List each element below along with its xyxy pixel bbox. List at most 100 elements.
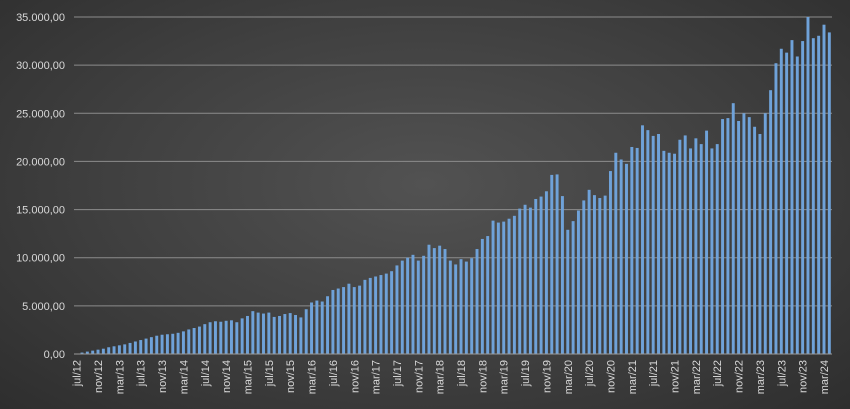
bar-fev-17 — [368, 277, 372, 354]
bar-mar-24 — [822, 24, 826, 354]
bar-set-15 — [278, 315, 281, 354]
bar-set-17 — [406, 257, 410, 354]
bar-mar-14 — [181, 331, 185, 354]
bar-jul-20 — [587, 189, 591, 354]
y-axis-tick-labels: 0,00 5.000,00 10.000,00 15.000,00 20.000,00 2… — [16, 12, 65, 361]
bar-dez-14 — [230, 320, 233, 354]
bar-out-13 — [155, 335, 159, 354]
bar-set-19 — [534, 198, 538, 354]
x-tick-label: jul/13 — [136, 360, 148, 387]
bar-abr-17 — [379, 275, 383, 354]
bar-mai-21 — [641, 125, 644, 354]
bar-fev-23 — [753, 126, 757, 355]
bar-jan-20 — [555, 174, 559, 354]
bar-jul-23 — [779, 48, 783, 355]
x-tick-label: mar/18 — [435, 360, 447, 394]
y-tick-label: 20.000,00 — [16, 156, 65, 168]
bar-ago-23 — [785, 52, 789, 354]
bar-abr-19 — [507, 218, 511, 354]
bar-ago-22 — [721, 119, 725, 354]
bar-jan-22 — [683, 135, 687, 354]
bar-dez-15 — [294, 315, 297, 354]
bar-mai-15 — [256, 312, 260, 354]
bar-ago-12 — [80, 352, 84, 354]
bar-jul-16 — [331, 289, 335, 354]
y-tick-label: 30.000,00 — [16, 60, 65, 72]
x-tick-label: nov/13 — [157, 360, 169, 393]
bar-mar-16 — [310, 302, 314, 354]
bar-out-23 — [795, 56, 799, 354]
bar-jan-15 — [235, 322, 239, 354]
bar-jun-18 — [454, 264, 458, 354]
bar-dez-22 — [742, 113, 746, 354]
bar-fev-19 — [496, 222, 500, 354]
bar-fev-18 — [432, 248, 436, 354]
bar-jul-19 — [523, 204, 527, 354]
bars — [75, 17, 831, 355]
bar-nov-23 — [801, 41, 805, 354]
bar-out-14 — [219, 321, 223, 354]
bar-ago-20 — [592, 195, 596, 354]
bar-jul-18 — [459, 259, 463, 354]
bar-set-14 — [213, 321, 217, 354]
bar-mar-19 — [502, 221, 506, 354]
bar-mar-15 — [246, 315, 249, 354]
bar-mai-14 — [192, 328, 196, 354]
bar-mar-18 — [438, 245, 442, 354]
bar-mar-22 — [694, 138, 698, 354]
bar-set-18 — [470, 258, 474, 354]
bar-jan-17 — [363, 279, 367, 354]
x-tick-label: jul/22 — [712, 360, 724, 387]
bar-jan-19 — [491, 220, 495, 354]
bar-mai-17 — [384, 273, 388, 354]
bar-nov-16 — [352, 287, 356, 354]
x-tick-label: nov/17 — [413, 360, 425, 393]
bar-mar-17 — [374, 276, 378, 354]
bar-fev-13 — [112, 346, 116, 354]
bar-ago-15 — [272, 316, 276, 354]
bar-jun-19 — [518, 208, 522, 354]
bar-ago-18 — [464, 261, 468, 354]
bar-ago-17 — [400, 260, 404, 354]
bar-fev-15 — [240, 318, 244, 354]
bar-nov-17 — [416, 260, 420, 354]
bar-mai-23 — [769, 90, 773, 355]
bar-jun-16 — [326, 296, 330, 354]
bar-set-20 — [598, 198, 602, 354]
bar-mar-21 — [630, 146, 634, 354]
bar-ago-21 — [657, 133, 660, 354]
x-tick-label: nov/14 — [221, 360, 233, 393]
x-tick-label: mar/23 — [755, 360, 767, 394]
bar-jan-18 — [427, 244, 431, 354]
bar-out-18 — [475, 249, 479, 354]
bar-mai-16 — [320, 301, 324, 354]
bar-set-16 — [342, 287, 346, 354]
bar-mar-20 — [566, 229, 570, 354]
bar-dez-13 — [165, 334, 169, 354]
bar-nov-22 — [737, 120, 741, 355]
bar-out-22 — [731, 103, 735, 355]
bar-jun-14 — [197, 326, 201, 354]
bar-mai-18 — [448, 260, 452, 354]
bar-out-17 — [411, 254, 415, 354]
bar-set-13 — [149, 337, 153, 354]
bar-nov-14 — [224, 320, 228, 354]
bar-ago-19 — [528, 207, 532, 354]
x-tick-label: jul/12 — [72, 360, 84, 387]
bar-jul-21 — [651, 135, 655, 354]
gridlines — [74, 16, 832, 307]
bar-jun-23 — [774, 63, 778, 354]
y-tick-label: 35.000,00 — [16, 12, 65, 24]
bar-out-12 — [91, 350, 95, 354]
bar-abr-18 — [443, 249, 447, 354]
bar-jun-20 — [582, 200, 586, 354]
x-tick-label: mar/21 — [627, 360, 639, 394]
x-tick-label: jul/23 — [776, 360, 788, 387]
bar-jul-17 — [395, 265, 399, 354]
bar-jan-23 — [747, 117, 751, 354]
bar-fev-21 — [625, 163, 628, 354]
bar-jul-13 — [139, 340, 143, 354]
x-tick-label: mar/20 — [563, 360, 575, 394]
bar-ago-16 — [336, 288, 340, 354]
bar-nov-15 — [288, 313, 292, 354]
